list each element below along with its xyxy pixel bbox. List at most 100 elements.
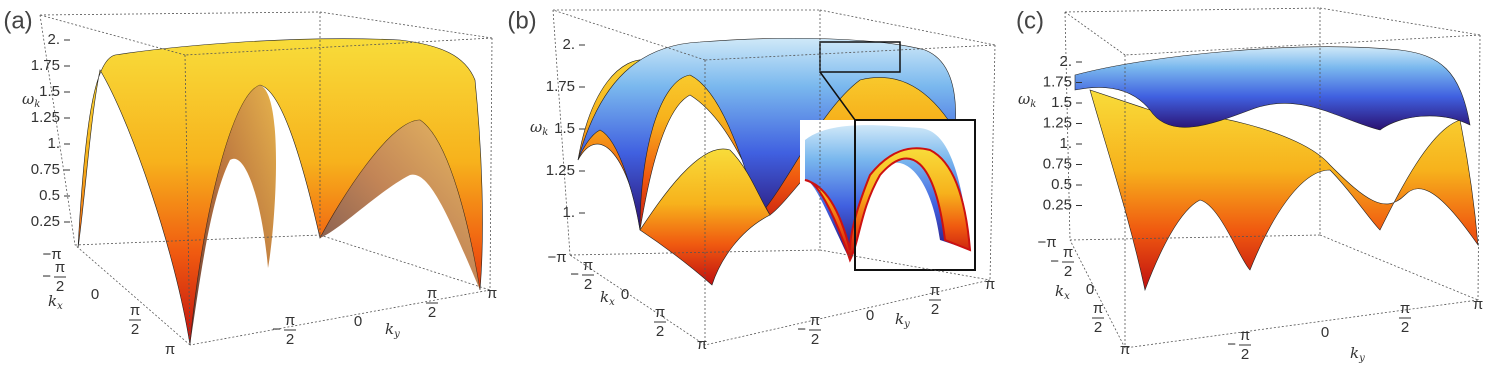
tick-denominator: 2 <box>1401 319 1409 336</box>
box-edge <box>39 14 186 56</box>
box-edge <box>39 11 321 16</box>
tick-label: 0 <box>354 313 362 330</box>
tick-numerator: π <box>697 336 707 353</box>
box-edge <box>569 249 821 256</box>
box-edge <box>704 279 991 346</box>
tick-denominator: 2 <box>1064 263 1072 280</box>
axis-label: kx <box>48 292 63 312</box>
z-tick-label: 1.5 <box>554 120 575 137</box>
tick-label: π <box>1120 341 1130 358</box>
z-tick-label: 2. <box>1059 53 1072 70</box>
z-tick-label: 1.75 <box>1043 73 1072 90</box>
tick-numerator: π <box>1400 300 1410 317</box>
box-edge <box>1319 7 1481 36</box>
tick-numerator: π <box>285 312 295 329</box>
axis-subscript: k <box>1030 99 1036 110</box>
tick-sign: − <box>1050 253 1059 270</box>
tick-numerator: 0 <box>621 286 629 303</box>
tick-denominator: 2 <box>1094 319 1102 336</box>
tick-label: −π <box>1037 234 1056 251</box>
box-edge <box>1069 234 1321 241</box>
tick-label: π <box>697 336 707 353</box>
tick-denominator: 2 <box>811 331 819 348</box>
z-tick-label: 0.25 <box>1043 196 1072 213</box>
panel-label: (b) <box>507 7 536 34</box>
box-edge <box>489 37 493 291</box>
tick-numerator: π <box>655 304 665 321</box>
axis-symbol: k <box>48 292 57 310</box>
tick-numerator: 0 <box>354 313 362 330</box>
tick-denominator: 2 <box>1241 346 1249 363</box>
z-tick-label: 1. <box>562 204 575 221</box>
tick-numerator: π <box>1120 341 1130 358</box>
tick-numerator: π <box>165 341 175 358</box>
z-tick-label: 1.75 <box>546 78 575 95</box>
z-tick-label: 0.75 <box>1043 155 1072 172</box>
tick-numerator: π <box>1473 296 1483 313</box>
axis-subscript: k <box>34 99 40 110</box>
z-tick-label: 1.25 <box>1043 114 1072 131</box>
z-tick-label: 1.25 <box>31 109 60 126</box>
box-edge <box>552 9 706 61</box>
axis-symbol: k <box>895 310 904 328</box>
axis-symbol: ω <box>22 90 34 108</box>
z-tick-label: 2. <box>562 36 575 53</box>
z-tick-label: 1.5 <box>1051 94 1072 111</box>
axis-label: ky <box>895 310 910 330</box>
z-tick-label: 1. <box>47 135 60 152</box>
tick-numerator: π <box>985 276 995 293</box>
axis-subscript: x <box>57 301 63 312</box>
axis-label: ωk <box>1018 90 1036 110</box>
tick-sign: − <box>797 321 806 338</box>
tick-numerator: π <box>130 302 140 319</box>
panel-label: (a) <box>3 7 32 34</box>
tick-numerator: 0 <box>1086 281 1094 298</box>
tick-numerator: π <box>1046 234 1056 251</box>
tick-label: 0 <box>1086 281 1094 298</box>
axis-symbol: k <box>600 288 609 306</box>
axis-label: ky <box>1350 344 1365 364</box>
tick-denominator: 2 <box>286 331 294 348</box>
surface-c <box>1074 46 1479 292</box>
axis-subscript: y <box>903 319 910 330</box>
tick-label: 0 <box>91 286 99 303</box>
axis-subscript: y <box>1358 353 1365 364</box>
tick-sign: − <box>547 249 556 266</box>
surface-b <box>577 37 976 286</box>
box-edge <box>184 54 191 346</box>
box-edge <box>39 14 76 246</box>
axis-symbol: k <box>385 320 394 338</box>
box-edge <box>819 9 996 46</box>
tick-denominator: 2 <box>931 301 939 318</box>
box-edge <box>819 249 991 281</box>
box-edge <box>1319 234 1479 301</box>
box-edge <box>319 234 491 291</box>
axis-subscript: x <box>1064 291 1070 302</box>
tick-sign: − <box>272 321 281 338</box>
tick-label: π <box>165 341 175 358</box>
z-tick-label: 1.25 <box>546 162 575 179</box>
z-tick-label: 1.75 <box>31 57 60 74</box>
axis-subscript: x <box>609 297 615 308</box>
z-tick-label: 0.75 <box>31 161 60 178</box>
box-edge <box>319 11 493 39</box>
tick-denominator: 2 <box>56 278 64 295</box>
tick-sign: − <box>42 268 51 285</box>
tick-sign: − <box>1227 336 1236 353</box>
axis-label: ωk <box>530 118 548 138</box>
z-tick-label: 0.25 <box>31 213 60 230</box>
tick-numerator: 0 <box>1321 324 1329 341</box>
tick-sign: − <box>1037 234 1046 251</box>
box-edge <box>74 244 191 346</box>
box-edge <box>569 254 706 346</box>
tick-denominator: 2 <box>131 321 139 338</box>
tick-numerator: π <box>583 257 593 274</box>
tick-numerator: π <box>51 246 61 263</box>
tick-denominator: 2 <box>428 304 436 321</box>
panel-label: (c) <box>1016 7 1044 34</box>
box-edge <box>1064 7 1321 13</box>
tick-sign: − <box>42 246 51 263</box>
tick-label: π <box>487 285 497 302</box>
surface-a <box>77 38 483 346</box>
